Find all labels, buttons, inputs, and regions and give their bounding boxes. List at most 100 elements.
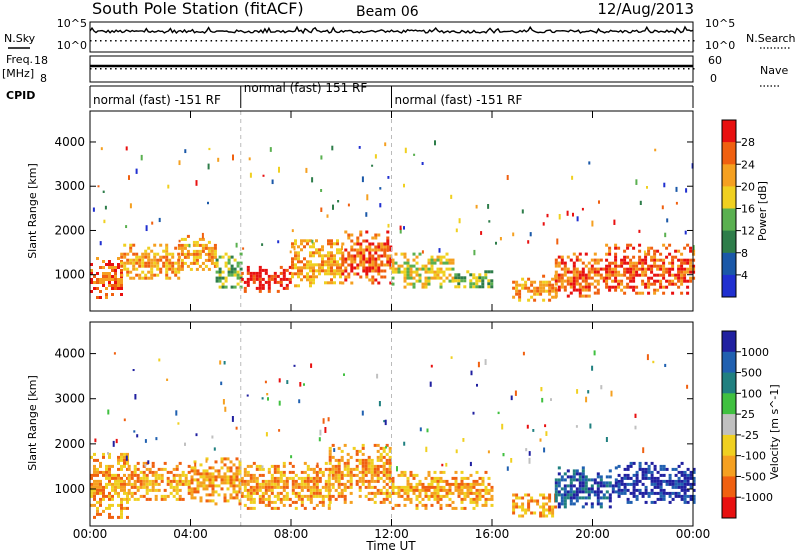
heatmap-cell (686, 494, 690, 498)
noise-search-point (522, 40, 524, 42)
heatmap-cell (430, 503, 434, 507)
scatter-cell (115, 438, 118, 444)
heatmap-cell (386, 257, 390, 261)
heatmap-cell (114, 269, 117, 272)
heatmap-cell (276, 491, 280, 495)
heatmap-cell (150, 261, 154, 265)
heatmap-cell (383, 263, 387, 267)
heatmap-cell (638, 261, 642, 265)
heatmap-cell (683, 267, 687, 271)
heatmap-cell (321, 485, 325, 489)
nsky-label: N.Sky (4, 32, 36, 45)
scatter-cell (664, 363, 667, 368)
heatmap-cell (554, 279, 558, 283)
heatmap-cell (224, 276, 228, 280)
heatmap-cell (198, 243, 202, 247)
heatmap-cell (356, 266, 360, 270)
heatmap-cell (427, 279, 431, 283)
colorbar-segment (722, 120, 736, 143)
heatmap-cell (294, 239, 297, 243)
heatmap-cell (617, 273, 621, 277)
heatmap-cell (291, 485, 295, 489)
heatmap-cell (151, 470, 155, 474)
scatter-cell (217, 157, 220, 162)
heatmap-cell (581, 496, 585, 500)
heatmap-cell (478, 488, 482, 492)
heatmap-cell (285, 491, 289, 495)
heatmap-cell (346, 485, 350, 489)
noise-search-point (441, 40, 444, 42)
heatmap-cell (108, 272, 111, 275)
heatmap-cell (524, 511, 528, 515)
nave-point (657, 68, 660, 70)
heatmap-cell (341, 269, 345, 273)
heatmap-cell (270, 485, 274, 489)
heatmap-cell (587, 493, 591, 497)
heatmap-cell (445, 494, 449, 498)
heatmap-cell (309, 266, 312, 270)
heatmap-cell (291, 266, 294, 270)
heatmap-cell (439, 270, 443, 274)
heatmap-cell (202, 469, 206, 473)
scatter-cell (379, 203, 382, 208)
heatmap-cell (114, 275, 117, 278)
heatmap-cell (572, 484, 576, 488)
scatter-cell (469, 461, 472, 467)
heatmap-cell (177, 243, 181, 247)
heatmap-cell (264, 268, 268, 272)
heatmap-cell (339, 248, 342, 252)
heatmap-cell (362, 248, 366, 252)
noise-search-point (301, 40, 303, 42)
heatmap-cell (346, 458, 350, 462)
heatmap-cell (201, 267, 205, 271)
heatmap-cell (294, 482, 298, 486)
heatmap-cell (334, 497, 338, 501)
heatmap-cell (117, 281, 120, 284)
heatmap-cell (653, 482, 657, 486)
heatmap-cell (221, 276, 225, 280)
heatmap-cell (99, 482, 102, 486)
heatmap-cell (418, 482, 422, 486)
scatter-cell (320, 207, 323, 212)
heatmap-cell (135, 267, 139, 271)
heatmap-cell (273, 274, 277, 278)
heatmap-cell (388, 467, 392, 471)
heatmap-cell (671, 467, 675, 471)
heatmap-cell (578, 487, 582, 491)
heatmap-cell (599, 478, 603, 482)
heatmap-cell (171, 255, 175, 259)
nave-point (406, 68, 409, 70)
heatmap-cell (584, 264, 588, 268)
heatmap-cell (252, 274, 256, 278)
heatmap-cell (554, 496, 558, 500)
heatmap-cell (180, 261, 184, 265)
heatmap-cell (638, 267, 642, 271)
heatmap-cell (350, 281, 354, 285)
heatmap-cell (403, 491, 407, 495)
heatmap-cell (584, 490, 588, 494)
heatmap-cell (430, 264, 434, 268)
heatmap-cell (309, 488, 313, 492)
heatmap-cell (356, 248, 360, 252)
heatmap-cell (147, 261, 151, 265)
heatmap-cell (644, 270, 648, 274)
colorbar-tick-label: -100 (741, 450, 766, 463)
heatmap-cell (614, 255, 618, 259)
heatmap-cell (386, 239, 390, 243)
noise-search-point (517, 40, 519, 42)
heatmap-cell (327, 239, 330, 243)
heatmap-cell (409, 267, 413, 271)
heatmap-cell (635, 494, 639, 498)
scatter-cell (277, 240, 280, 244)
nave-point (95, 68, 97, 70)
scatter-cell (113, 352, 116, 355)
heatmap-cell (324, 281, 327, 285)
heatmap-cell (551, 277, 555, 281)
heatmap-cell (232, 478, 236, 482)
heatmap-cell (557, 484, 561, 488)
heatmap-cell (105, 464, 108, 468)
heatmap-cell (371, 260, 375, 264)
nave-point (376, 68, 378, 70)
nave-point (426, 68, 429, 70)
scatter-cell (177, 422, 180, 425)
